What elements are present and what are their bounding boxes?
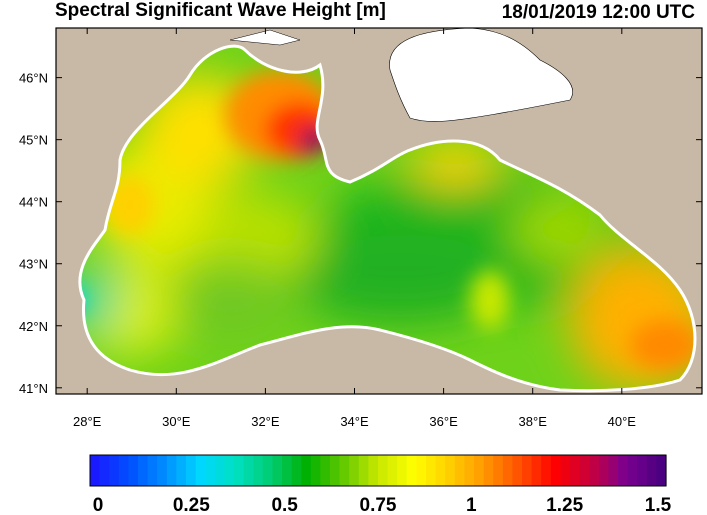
colorbar-swatch bbox=[147, 455, 158, 486]
colorbar-labels: 0 0.25 0.5 0.75 1 1.25 1.5 bbox=[93, 495, 672, 515]
colorbar-swatch bbox=[243, 455, 254, 486]
colorbar-swatch bbox=[608, 455, 619, 486]
colorbar-label: 0 bbox=[93, 495, 104, 515]
lon-tick-label: 32°E bbox=[251, 414, 280, 429]
colorbar-label: 1 bbox=[466, 495, 477, 515]
colorbar-swatch bbox=[646, 455, 657, 486]
longitude-axis: 28°E 30°E 32°E 34°E 36°E 38°E 40°E bbox=[73, 28, 636, 429]
colorbar-swatch bbox=[138, 455, 149, 486]
colorbar-swatch bbox=[157, 455, 168, 486]
colorbar-label: 0.25 bbox=[173, 495, 210, 515]
colorbar-swatch bbox=[550, 455, 561, 486]
coastline bbox=[78, 44, 697, 393]
colorbar-swatch bbox=[234, 455, 245, 486]
colorbar-swatch bbox=[531, 455, 542, 486]
lat-tick-label: 42°N bbox=[19, 319, 48, 334]
latitude-axis: 41°N 42°N 43°N 44°N 45°N 46°N bbox=[19, 71, 702, 396]
colorbar bbox=[89, 454, 667, 487]
lon-tick-label: 34°E bbox=[340, 414, 369, 429]
map-title: Spectral Significant Wave Height [m] bbox=[55, 0, 386, 21]
colorbar-swatch bbox=[512, 455, 523, 486]
colorbar-swatch bbox=[378, 455, 389, 486]
lon-tick-label: 38°E bbox=[519, 414, 548, 429]
colorbar-swatch bbox=[445, 455, 456, 486]
colorbar-swatch bbox=[272, 455, 283, 486]
colorbar-swatch bbox=[99, 455, 110, 486]
colorbar-swatch bbox=[522, 455, 533, 486]
colorbar-swatch bbox=[330, 455, 341, 486]
colorbar-swatch bbox=[426, 455, 437, 486]
lat-tick-label: 41°N bbox=[19, 381, 48, 396]
colorbar-swatch bbox=[570, 455, 581, 486]
colorbar-swatch bbox=[262, 455, 273, 486]
colorbar-swatch bbox=[301, 455, 312, 486]
colorbar-swatch bbox=[176, 455, 187, 486]
colorbar-swatch bbox=[214, 455, 225, 486]
colorbar-swatch bbox=[166, 455, 177, 486]
colorbar-swatch bbox=[579, 455, 590, 486]
dnieper-estuary bbox=[229, 29, 301, 46]
colorbar-label: 0.5 bbox=[271, 495, 298, 515]
colorbar-swatch bbox=[416, 455, 427, 486]
map-timestamp: 18/01/2019 12:00 UTC bbox=[501, 2, 695, 23]
colorbar-swatch bbox=[186, 455, 197, 486]
colorbar-swatch bbox=[90, 455, 101, 486]
colorbar-swatch bbox=[541, 455, 552, 486]
colorbar-swatch bbox=[637, 455, 648, 486]
colorbar-swatch bbox=[589, 455, 600, 486]
lat-tick-label: 45°N bbox=[19, 133, 48, 148]
colorbar-swatch bbox=[464, 455, 475, 486]
colorbar-swatch bbox=[493, 455, 504, 486]
colorbar-frame bbox=[89, 454, 667, 487]
colorbar-swatch bbox=[118, 455, 129, 486]
colorbar-swatch bbox=[474, 455, 485, 486]
lon-tick-label: 40°E bbox=[608, 414, 637, 429]
lat-tick-label: 46°N bbox=[19, 71, 48, 86]
colorbar-swatch bbox=[195, 455, 206, 486]
colorbar-swatch bbox=[368, 455, 379, 486]
lon-tick-label: 36°E bbox=[429, 414, 458, 429]
colorbar-swatch bbox=[397, 455, 408, 486]
lon-tick-label: 28°E bbox=[73, 414, 102, 429]
colorbar-label: 0.75 bbox=[360, 495, 397, 515]
colorbar-swatch bbox=[282, 455, 293, 486]
lat-tick-label: 44°N bbox=[19, 195, 48, 210]
colorbar-swatch bbox=[454, 455, 465, 486]
colorbar-swatch bbox=[560, 455, 571, 486]
colorbar-swatch bbox=[435, 455, 446, 486]
colorbar-swatch bbox=[349, 455, 360, 486]
colorbar-swatch bbox=[310, 455, 321, 486]
colorbar-swatch bbox=[358, 455, 369, 486]
colorbar-swatch bbox=[618, 455, 629, 486]
colorbar-swatch bbox=[205, 455, 216, 486]
colorbar-swatch bbox=[598, 455, 609, 486]
colorbar-swatch bbox=[109, 455, 120, 486]
colorbar-label: 1.25 bbox=[546, 495, 583, 515]
colorbar-swatch bbox=[406, 455, 417, 486]
colorbar-swatch bbox=[502, 455, 513, 486]
colorbar-swatch bbox=[224, 455, 235, 486]
colorbar-swatch bbox=[128, 455, 139, 486]
colorbar-swatch bbox=[387, 455, 398, 486]
lon-tick-label: 30°E bbox=[162, 414, 191, 429]
map-frame bbox=[55, 27, 703, 395]
colorbar-swatch bbox=[483, 455, 494, 486]
colorbar-label: 1.5 bbox=[645, 495, 672, 515]
colorbar-swatch bbox=[339, 455, 350, 486]
colorbar-swatch bbox=[320, 455, 331, 486]
colorbar-swatch bbox=[627, 455, 638, 486]
colorbar-swatch bbox=[253, 455, 264, 486]
colorbar-swatch bbox=[291, 455, 302, 486]
lat-tick-label: 43°N bbox=[19, 257, 48, 272]
colorbar-swatch bbox=[656, 455, 667, 486]
